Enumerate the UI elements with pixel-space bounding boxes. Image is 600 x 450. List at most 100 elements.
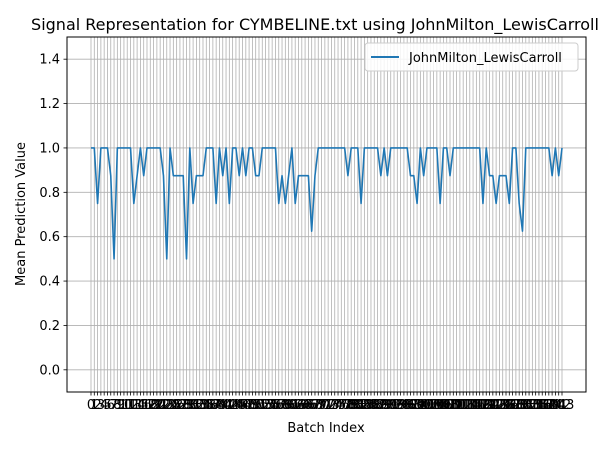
x-tick-label: 86	[366, 398, 383, 413]
x-tick-label: 117	[464, 398, 489, 413]
x-tick-label: 111	[444, 398, 469, 413]
x-tick-label: 60	[280, 398, 297, 413]
x-tick-label: 19	[145, 398, 162, 413]
x-tick-label: 125	[490, 398, 515, 413]
x-tick-label: 53	[257, 398, 274, 413]
x-tick-label: 45	[231, 398, 248, 413]
x-tick-label: 129	[503, 398, 528, 413]
y-tick-label: 0.2	[39, 319, 60, 334]
x-tick-label: 27	[172, 398, 189, 413]
x-tick-label: 64	[294, 398, 311, 413]
x-tick-label: 116	[461, 398, 486, 413]
x-tick-label: 90	[379, 398, 396, 413]
x-tick-label: 6	[107, 398, 115, 413]
x-tick-label: 67	[303, 398, 320, 413]
x-tick-label: 7	[110, 398, 118, 413]
x-ticks: 0123456789101112131415161718192021222324…	[87, 392, 574, 413]
x-axis-label: Batch Index	[287, 421, 365, 436]
x-tick-label: 55	[264, 398, 281, 413]
x-tick-label: 110	[441, 398, 466, 413]
x-tick-label: 80	[346, 398, 363, 413]
grid	[67, 37, 586, 392]
x-tick-label: 76	[333, 398, 350, 413]
x-tick-label: 89	[376, 398, 393, 413]
x-tick-label: 73	[323, 398, 340, 413]
x-tick-label: 81	[350, 398, 367, 413]
x-tick-label: 34	[195, 398, 212, 413]
x-tick-label: 126	[494, 398, 519, 413]
x-tick-label: 24	[162, 398, 179, 413]
x-tick-label: 77	[336, 398, 353, 413]
x-tick-label: 114	[454, 398, 479, 413]
x-tick-label: 141	[543, 398, 568, 413]
x-tick-label: 48	[241, 398, 258, 413]
x-tick-label: 96	[399, 398, 416, 413]
x-tick-label: 13	[126, 398, 143, 413]
x-tick-label: 109	[438, 398, 463, 413]
y-tick-label: 1.0	[39, 141, 60, 156]
x-tick-label: 106	[428, 398, 453, 413]
x-tick-label: 31	[185, 398, 202, 413]
x-tick-label: 102	[415, 398, 440, 413]
x-tick-label: 52	[254, 398, 271, 413]
x-tick-label: 83	[356, 398, 373, 413]
x-tick-label: 2	[93, 398, 101, 413]
x-tick-label: 136	[527, 398, 552, 413]
x-tick-label: 26	[168, 398, 185, 413]
y-tick-label: 1.4	[39, 53, 60, 68]
x-tick-label: 69	[310, 398, 327, 413]
x-tick-label: 46	[234, 398, 251, 413]
x-tick-label: 17	[139, 398, 156, 413]
y-tick-label: 0.6	[39, 230, 60, 245]
x-tick-label: 131	[510, 398, 535, 413]
x-tick-label: 101	[411, 398, 436, 413]
x-tick-label: 75	[330, 398, 347, 413]
x-tick-label: 51	[251, 398, 268, 413]
x-tick-label: 33	[191, 398, 208, 413]
x-tick-label: 84	[359, 398, 376, 413]
x-tick-label: 58	[274, 398, 291, 413]
x-tick-label: 127	[497, 398, 522, 413]
y-tick-label: 1.2	[39, 97, 60, 112]
x-tick-label: 142	[546, 398, 571, 413]
x-tick-label: 3	[97, 398, 105, 413]
legend-box	[364, 42, 579, 72]
x-tick-label: 72	[320, 398, 337, 413]
x-tick-label: 42	[221, 398, 238, 413]
x-tick-label: 115	[457, 398, 482, 413]
x-tick-label: 14	[129, 398, 146, 413]
x-tick-label: 103	[418, 398, 443, 413]
x-tick-label: 50	[247, 398, 264, 413]
x-tick-label: 94	[392, 398, 409, 413]
x-tick-label: 63	[290, 398, 307, 413]
x-tick-label: 10	[116, 398, 133, 413]
x-tick-label: 54	[261, 398, 278, 413]
x-tick-label: 105	[424, 398, 449, 413]
x-tick-label: 57	[270, 398, 287, 413]
x-tick-label: 133	[517, 398, 542, 413]
x-tick-label: 36	[201, 398, 218, 413]
x-tick-label: 66	[300, 398, 317, 413]
x-tick-label: 120	[474, 398, 499, 413]
x-tick-label: 0	[87, 398, 95, 413]
x-tick-label: 137	[530, 398, 555, 413]
x-tick-label: 16	[135, 398, 152, 413]
x-tick-label: 88	[373, 398, 390, 413]
x-tick-label: 74	[326, 398, 343, 413]
chart-title: Signal Representation for CYMBELINE.txt …	[31, 15, 599, 35]
x-tick-label: 104	[421, 398, 446, 413]
x-tick-label: 49	[244, 398, 261, 413]
x-tick-label: 79	[343, 398, 360, 413]
x-tick-label: 130	[507, 398, 532, 413]
y-axis-label: Mean Prediction Value	[14, 142, 29, 286]
x-tick-label: 25	[165, 398, 182, 413]
x-tick-label: 119	[471, 398, 496, 413]
series-line	[91, 147, 563, 260]
x-tick-label: 68	[307, 398, 324, 413]
x-tick-label: 128	[500, 398, 525, 413]
x-tick-label: 32	[188, 398, 205, 413]
x-tick-label: 47	[238, 398, 255, 413]
x-tick-label: 134	[520, 398, 545, 413]
